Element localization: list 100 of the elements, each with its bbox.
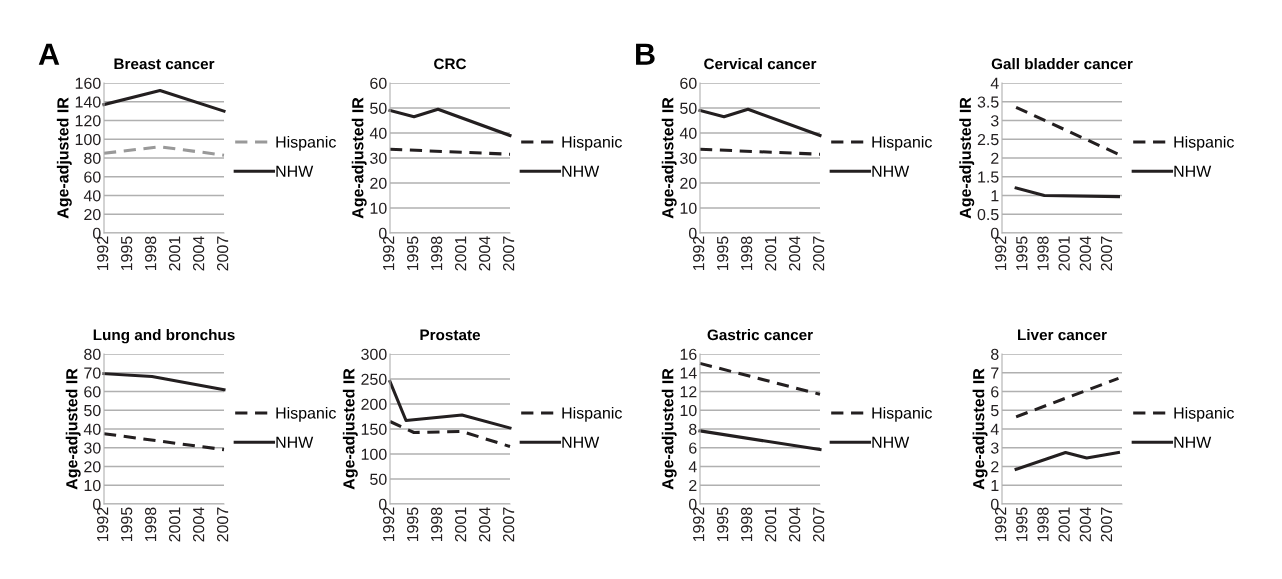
line-series [388, 419, 512, 449]
x-tick-label: 1998 [1037, 507, 1049, 542]
y-tick-label: 80 [84, 348, 101, 360]
x-tick-label: 2007 [1100, 507, 1113, 542]
y-axis-title: Age-adjusted IR [351, 97, 367, 219]
y-tick-label: 8 [991, 348, 999, 360]
x-tick-label: 2001 [168, 507, 181, 542]
x-tick-label: 2001 [1058, 236, 1070, 271]
text: A [38, 43, 60, 65]
legend-label: NHW [276, 436, 314, 448]
y-tick-label: 60 [84, 171, 101, 183]
y-axis-title: Age-adjusted IR [959, 97, 975, 219]
y-tick-label: 2 [689, 479, 697, 492]
x-tick-label: 2004 [192, 507, 205, 542]
x-tick-label: 1995 [120, 507, 133, 542]
y-tick-label: 2.5 [977, 133, 999, 146]
y-tick-label: 60 [680, 77, 697, 89]
y-tick-label: 4 [990, 77, 999, 89]
y-tick-label: 40 [83, 423, 101, 435]
y-tick-label: 6 [689, 442, 697, 454]
y-tick-label: 250 [361, 373, 387, 385]
chart-title: Cervical cancer [704, 58, 817, 70]
y-axis-title: Age-adjusted IR [342, 368, 358, 490]
y-tick-label: 5 [990, 405, 999, 417]
y-tick-label: 40 [369, 127, 387, 139]
y-tick-label: 140 [75, 96, 101, 108]
legend-label: NHW [872, 165, 910, 177]
x-tick-label: 1995 [716, 507, 729, 542]
x-tick-label: 2004 [192, 236, 205, 271]
chart-title: CRC [434, 58, 467, 70]
y-tick-label: 30 [370, 152, 387, 164]
x-tick-label: 1998 [740, 507, 753, 542]
text: B [636, 43, 655, 65]
legend-label: Hispanic [1174, 406, 1234, 422]
legend-label: NHW [1174, 436, 1212, 448]
y-tick-label: 2 [991, 461, 999, 473]
y-tick-label: 4 [688, 461, 697, 473]
legend-label: Hispanic [562, 135, 622, 151]
y-tick-label: 16 [680, 348, 697, 360]
y-tick-label: 150 [361, 423, 387, 435]
chart-title: Lung and bronchus [93, 329, 235, 344]
x-tick-label: 2001 [1058, 507, 1070, 542]
y-tick-label: 50 [680, 102, 697, 114]
y-tick-label: 20 [84, 208, 101, 221]
y-tick-label: 14 [680, 367, 697, 379]
chart-title: Breast cancer [114, 58, 215, 70]
y-tick-label: 100 [75, 133, 101, 146]
x-tick-label: 1995 [716, 236, 729, 271]
legend-label: Hispanic [1174, 135, 1234, 151]
x-tick-label: 1995 [406, 507, 419, 542]
x-tick-label: 2001 [764, 507, 777, 542]
x-tick-label: 1998 [1037, 236, 1049, 271]
x-tick-label: 2001 [764, 236, 777, 271]
legend-label: Hispanic [276, 135, 336, 151]
y-tick-label: 0.5 [977, 208, 999, 221]
y-tick-label: 2 [991, 152, 999, 164]
y-tick-label: 50 [370, 473, 387, 485]
chart-title: Gall bladder cancer [991, 58, 1133, 70]
y-tick-label: 8 [689, 423, 697, 435]
legend-label: Hispanic [562, 406, 622, 422]
line-series [698, 107, 822, 138]
x-tick-label: 2004 [478, 507, 491, 542]
x-tick-label: 2007 [502, 236, 515, 271]
x-tick-label: 2007 [812, 507, 825, 542]
legend-label: NHW [872, 436, 910, 448]
legend-label: NHW [276, 165, 314, 177]
chart-title: Gastric cancer [707, 329, 813, 341]
y-tick-label: 20 [680, 177, 697, 189]
x-tick-label: 2007 [1100, 236, 1113, 271]
y-tick-label: 3 [990, 115, 999, 127]
x-tick-label: 1995 [1016, 236, 1028, 271]
y-tick-label: 1.5 [978, 171, 999, 183]
x-tick-label: 1995 [120, 236, 133, 271]
y-tick-label: 7 [991, 367, 999, 379]
x-tick-label: 1995 [406, 236, 419, 271]
line-series [388, 379, 512, 430]
x-tick-label: 1998 [740, 236, 753, 271]
legend-label: NHW [1174, 165, 1212, 177]
x-tick-label: 2001 [454, 236, 467, 271]
legend-label: Hispanic [872, 406, 932, 422]
y-tick-label: 60 [370, 77, 387, 89]
y-tick-label: 60 [84, 386, 101, 398]
y-tick-label: 100 [361, 448, 387, 460]
y-tick-label: 12 [680, 386, 697, 398]
y-tick-label: 20 [84, 461, 101, 473]
x-tick-label: 1995 [1016, 507, 1028, 542]
line-series [388, 107, 512, 138]
y-tick-label: 1 [991, 480, 999, 492]
x-tick-label: 2004 [478, 236, 491, 271]
y-axis-title: Age-adjusted IR [661, 368, 677, 490]
y-tick-label: 10 [84, 479, 101, 492]
y-tick-label: 20 [370, 177, 387, 189]
x-tick-label: 1998 [430, 507, 443, 542]
y-tick-label: 80 [84, 152, 101, 164]
y-tick-label: 40 [679, 127, 697, 139]
y-tick-label: 3 [990, 442, 999, 454]
legend-label: Hispanic [276, 406, 336, 422]
y-tick-label: 10 [680, 404, 697, 417]
x-tick-label: 2007 [812, 236, 825, 271]
y-tick-label: 10 [680, 202, 697, 214]
